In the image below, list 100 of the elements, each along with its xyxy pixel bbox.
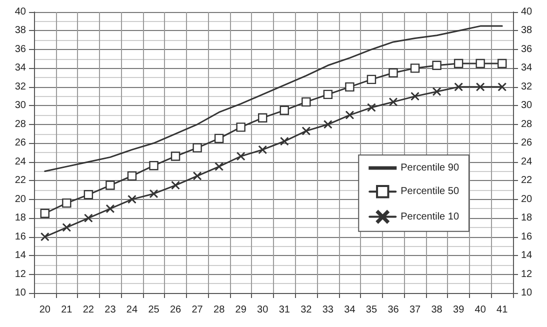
point	[236, 152, 246, 160]
y-tick-label: 12	[14, 268, 26, 280]
point	[366, 74, 376, 84]
legend-label: Percentile 50	[400, 186, 460, 198]
x-tick-label: 30	[257, 304, 269, 316]
point	[498, 82, 506, 92]
y2-tick-label: 40	[521, 6, 533, 18]
y2-tick-label: 26	[521, 138, 533, 149]
point	[128, 195, 136, 204]
y2-tick-label: 38	[521, 25, 533, 36]
y-tick-label: 34	[14, 62, 26, 74]
y2-tick-label: 16	[521, 231, 533, 242]
point	[193, 172, 202, 180]
y-tick-label: 14	[14, 250, 26, 262]
point	[127, 171, 137, 181]
point	[149, 161, 158, 170]
x-tick-label: 25	[148, 304, 160, 316]
y-tick-label: 28	[14, 118, 26, 130]
point	[476, 58, 485, 68]
point	[389, 98, 398, 106]
point	[214, 162, 224, 171]
x-tick-label: 20	[39, 304, 51, 316]
y2-tick-label: 20	[521, 194, 533, 205]
y-tick-label: 38	[14, 25, 26, 36]
x-tick-label: 39	[453, 304, 465, 316]
x-tick-label: 41	[496, 304, 508, 316]
point	[454, 82, 463, 92]
x-tick-label: 35	[366, 304, 378, 316]
point	[345, 110, 354, 120]
x-tick-label: 37	[409, 304, 422, 316]
y2-tick-label: 28	[521, 118, 533, 130]
point	[345, 82, 354, 92]
x-tick-label: 32	[300, 304, 312, 316]
point	[323, 90, 333, 100]
point	[367, 103, 376, 112]
x-tick-label: 34	[344, 304, 356, 316]
point	[150, 189, 158, 198]
point	[40, 208, 50, 218]
x-tick-label: 33	[322, 304, 334, 316]
y-tick-label: 24	[14, 156, 26, 168]
y2-tick-label: 32	[521, 81, 533, 92]
y-tick-label: 18	[14, 212, 26, 224]
y2-tick-label: 10	[521, 288, 533, 298]
point	[280, 137, 289, 146]
y-tick-label: 30	[14, 100, 26, 112]
point	[258, 145, 267, 154]
point	[171, 181, 180, 190]
point	[498, 58, 507, 68]
y2-tick-label: 36	[521, 44, 533, 55]
point	[236, 122, 246, 132]
x-tick-label: 31	[278, 304, 290, 316]
x-tick-label: 22	[82, 304, 94, 316]
point	[62, 198, 72, 208]
point	[170, 152, 180, 161]
point	[302, 97, 311, 107]
point	[40, 232, 50, 242]
point	[476, 82, 485, 92]
point	[388, 68, 398, 78]
y2-tick-label: 30	[521, 100, 533, 112]
y2-tick-label: 18	[521, 212, 533, 224]
point	[324, 120, 332, 129]
point	[280, 106, 289, 115]
point	[84, 214, 93, 222]
y-tick-label: 20	[14, 194, 26, 205]
x-tick-label: 29	[235, 304, 247, 316]
x-tick-label: 26	[170, 304, 182, 316]
y2-tick-label: 24	[521, 156, 533, 168]
x-tick-label: 21	[61, 304, 73, 316]
y-tick-label: 26	[14, 138, 26, 149]
point	[432, 60, 442, 70]
point	[410, 64, 420, 73]
y-tick-label: 22	[14, 175, 26, 186]
point	[214, 134, 224, 144]
x-tick-label: 28	[214, 304, 226, 316]
y-tick-label: 10	[14, 288, 26, 298]
y2-tick-label: 12	[521, 268, 533, 280]
x-tick-label: 27	[192, 304, 204, 316]
y-tick-label: 40	[14, 6, 26, 18]
point	[192, 143, 202, 152]
point	[432, 87, 442, 96]
point	[62, 223, 71, 232]
y2-tick-label: 22	[521, 175, 533, 186]
x-tick-label: 24	[126, 304, 138, 316]
line-series	[44, 25, 503, 172]
point	[106, 180, 115, 190]
x-tick-label: 40	[474, 304, 486, 316]
x-tick-label: 36	[388, 304, 400, 316]
y-tick-label: 16	[14, 231, 26, 242]
x-tick-label: 23	[104, 304, 116, 316]
y-tick-label: 36	[14, 44, 26, 55]
y2-tick-label: 34	[521, 62, 533, 74]
legend-label: Percentile 90	[400, 162, 460, 174]
point	[454, 58, 464, 68]
point	[302, 126, 310, 136]
point	[258, 113, 268, 122]
point	[84, 190, 94, 200]
legend-label: Percentile 10	[400, 211, 460, 222]
point	[410, 92, 420, 101]
point	[106, 204, 114, 213]
y2-tick-label: 14	[521, 250, 533, 262]
